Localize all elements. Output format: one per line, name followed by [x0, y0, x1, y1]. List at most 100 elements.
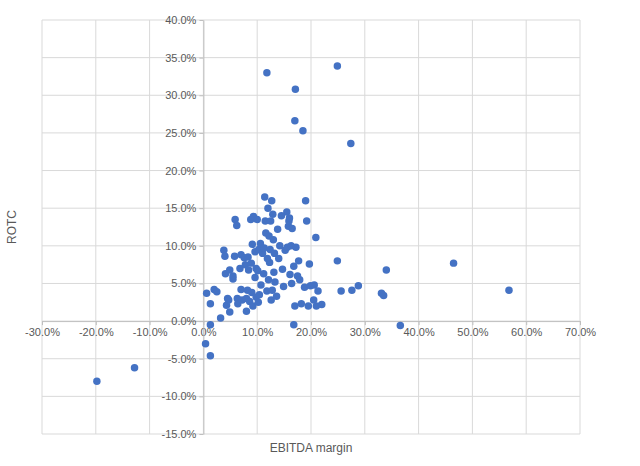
point: [213, 288, 220, 295]
point: [292, 86, 299, 93]
y-tick: 30.0%: [165, 89, 203, 101]
point: [383, 266, 390, 273]
x-tick-mark: [580, 321, 581, 325]
y-tick-mark: [199, 208, 203, 209]
point: [273, 293, 280, 300]
point: [225, 296, 232, 303]
point: [305, 302, 312, 309]
x-tick-label: 30.0%: [350, 326, 381, 338]
y-tick-label: 0.0%: [171, 315, 196, 327]
x-tick: 70.0%: [565, 321, 596, 338]
point: [269, 286, 276, 293]
point: [505, 286, 512, 293]
point: [267, 217, 274, 224]
grid-line-x: [364, 20, 365, 434]
point: [270, 236, 277, 243]
x-tick-label: 10.0%: [242, 326, 273, 338]
point: [299, 127, 306, 134]
y-tick: 0.0%: [171, 315, 203, 327]
x-tick-label: 20.0%: [296, 326, 327, 338]
x-tick: 40.0%: [403, 321, 434, 338]
x-tick-label: -30.0%: [25, 326, 60, 338]
y-tick-label: -15.0%: [162, 428, 197, 440]
x-tick-mark: [311, 321, 312, 325]
point: [280, 283, 287, 290]
point: [334, 257, 341, 264]
y-tick-mark: [199, 58, 203, 59]
point: [264, 204, 271, 211]
y-tick-mark: [199, 359, 203, 360]
x-tick-mark: [365, 321, 366, 325]
point: [226, 308, 233, 315]
chart: -30.0%-20.0%-10.0%0.0%10.0%20.0%30.0%40.…: [0, 0, 640, 466]
y-tick-mark: [199, 396, 203, 397]
point: [355, 282, 362, 289]
point: [263, 69, 270, 76]
x-axis-title: EBITDA margin: [270, 441, 353, 455]
x-tick-mark: [42, 321, 43, 325]
y-tick-mark: [199, 434, 203, 435]
x-tick: 20.0%: [296, 321, 327, 338]
point: [288, 280, 295, 287]
point: [256, 291, 263, 298]
x-tick-label: 50.0%: [457, 326, 488, 338]
y-tick: -10.0%: [162, 390, 204, 402]
point: [306, 260, 313, 267]
grid-line-y: [42, 95, 580, 96]
point: [266, 259, 273, 266]
point: [275, 255, 282, 262]
y-tick: 5.0%: [171, 277, 203, 289]
y-tick: -15.0%: [162, 428, 204, 440]
y-tick-mark: [199, 171, 203, 172]
point: [302, 197, 309, 204]
y-tick-label: 5.0%: [171, 277, 196, 289]
x-tick-label: 60.0%: [511, 326, 542, 338]
x-tick-label: -20.0%: [79, 326, 114, 338]
x-tick-mark: [472, 321, 473, 325]
y-tick-mark: [199, 283, 203, 284]
point: [337, 287, 344, 294]
x-tick-mark: [526, 321, 527, 325]
point: [257, 281, 264, 288]
point: [290, 321, 297, 328]
point: [291, 302, 298, 309]
points: [93, 62, 513, 385]
point: [231, 253, 238, 260]
grid-line-y: [42, 245, 580, 246]
x-tick-label: 40.0%: [403, 326, 434, 338]
point: [296, 276, 303, 283]
point: [380, 292, 387, 299]
point: [295, 257, 302, 264]
grid-line-x: [526, 20, 527, 434]
point: [233, 222, 240, 229]
x-tick: 10.0%: [242, 321, 273, 338]
point: [298, 300, 305, 307]
y-tick: 40.0%: [165, 14, 203, 26]
grid-line-y: [42, 396, 580, 397]
point: [251, 274, 258, 281]
y-tick-mark: [199, 321, 203, 322]
point: [131, 364, 138, 371]
point: [450, 259, 457, 266]
grid-line-y: [42, 208, 580, 209]
y-tick-mark: [199, 20, 203, 21]
point: [249, 241, 256, 248]
grid-line-x: [418, 20, 419, 434]
point: [269, 210, 276, 217]
point: [203, 289, 210, 296]
point: [271, 278, 278, 285]
point: [268, 197, 275, 204]
x-tick: -30.0%: [25, 321, 60, 338]
x-tick: -10.0%: [133, 321, 168, 338]
grid-line-x: [472, 20, 473, 434]
y-tick: -5.0%: [168, 353, 204, 365]
x-tick: 30.0%: [350, 321, 381, 338]
grid-line-y: [42, 132, 580, 133]
y-tick-label: 30.0%: [165, 89, 196, 101]
point: [93, 378, 100, 385]
y-tick-mark: [199, 133, 203, 134]
point: [207, 321, 214, 328]
y-tick-mark: [199, 95, 203, 96]
point: [255, 299, 262, 306]
point: [270, 268, 277, 275]
